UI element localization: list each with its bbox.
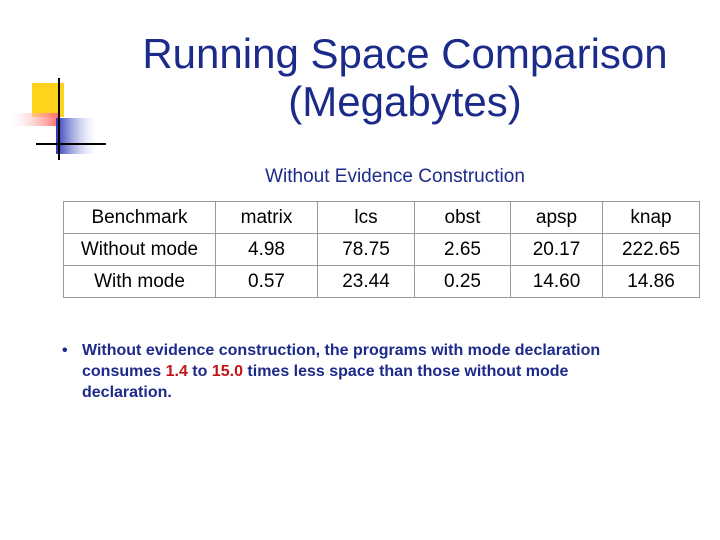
table-cell: 4.98 [215, 233, 318, 266]
header-cell: obst [414, 201, 511, 234]
space-comparison-table: Benchmark matrix lcs obst apsp knap With… [63, 201, 700, 298]
bullet-text: Without evidence construction, the progr… [62, 340, 622, 403]
highlight-high-value: 15.0 [211, 363, 243, 380]
header-cell: lcs [317, 201, 415, 234]
header-cell: apsp [510, 201, 603, 234]
highlight-low-value: 1.4 [165, 363, 188, 380]
slide-title-line2: (Megabytes) [288, 78, 522, 125]
bullet-text-after: times less space than those without mode… [82, 363, 569, 401]
table-cell: 0.57 [215, 265, 318, 298]
table-row: With mode 0.57 23.44 0.25 14.60 14.86 [63, 265, 700, 298]
bullet-text-mid: to [187, 363, 212, 380]
slide-logo-decoration [10, 78, 106, 160]
table-cell: 14.86 [602, 265, 700, 298]
logo-red-bar [10, 113, 58, 126]
table-cell: 222.65 [602, 233, 700, 266]
table-cell: 20.17 [510, 233, 603, 266]
table-cell: 78.75 [317, 233, 415, 266]
header-cell: matrix [215, 201, 318, 234]
bullet-dot-icon: • [62, 342, 68, 359]
header-cell: Benchmark [63, 201, 216, 234]
header-cell: knap [602, 201, 700, 234]
table-cell: 0.25 [414, 265, 511, 298]
table-caption: Without Evidence Construction [265, 166, 525, 187]
table-row: Without mode 4.98 78.75 2.65 20.17 222.6… [63, 233, 700, 266]
table-header-row: Benchmark matrix lcs obst apsp knap [63, 201, 700, 234]
table-cell: 14.60 [510, 265, 603, 298]
table-cell: 23.44 [317, 265, 415, 298]
logo-blue-square [56, 118, 96, 154]
table-cell: 2.65 [414, 233, 511, 266]
row-label: Without mode [63, 233, 216, 266]
slide-title: Running Space Comparison (Megabytes) [90, 30, 720, 126]
bullet-point: • Without evidence construction, the pro… [62, 340, 622, 403]
slide-title-line1: Running Space Comparison [142, 30, 668, 77]
bullet-text-before: Without evidence construction, the progr… [82, 342, 601, 380]
row-label: With mode [63, 265, 216, 298]
